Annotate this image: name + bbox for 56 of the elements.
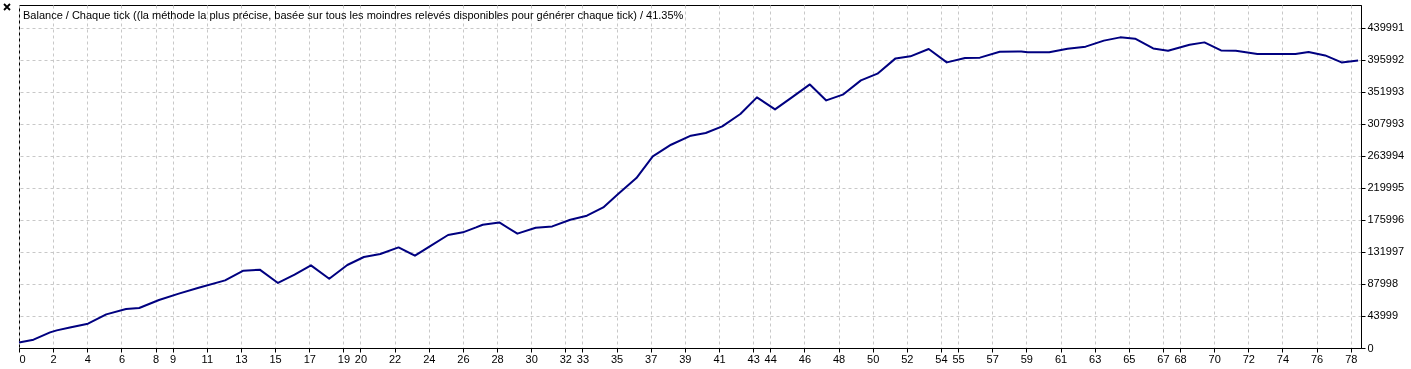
x-tick-label: 59 [1020,352,1033,365]
x-tick-label: 43 [747,352,760,365]
x-tick-label: 44 [764,352,777,365]
x-tick-label: 6 [118,352,126,365]
x-tick-label: 72 [1242,352,1255,365]
x-tick-label: 4 [84,352,91,365]
x-tick-label: 22 [389,352,402,365]
y-tick-label: 307993 [1367,117,1405,130]
y-tick-label: 0 [1367,341,1374,354]
x-tick-label: 11 [201,352,214,365]
x-tick-label: 68 [1174,352,1187,365]
y-tick-label: 131997 [1367,245,1405,258]
x-tick-label: 13 [235,352,248,365]
x-tick-label: 9 [170,352,177,365]
x-tick-label: 54 [935,352,948,365]
x-tick-label: 32 [559,352,572,365]
x-tick-label: 41 [713,352,726,365]
x-tick-label: 35 [610,352,624,365]
x-tick-label: 0 [19,352,26,365]
x-tick-label: 78 [1345,352,1358,365]
chart-title: Balance / Chaque tick ((la méthode la plus précise, basée sur tous les moindres relevés disponibles pour générer chaque tick) / 41.35% [23,9,684,21]
x-tick-label: 19 [337,352,351,365]
x-tick-label: 30 [525,352,538,365]
x-tick-label: 37 [645,352,658,365]
x-tick-label: 20 [354,352,368,365]
x-tick-label: 8 [153,352,160,365]
x-tick-label: 52 [901,352,914,365]
x-tick-label: 65 [1123,352,1136,365]
x-tick-label: 17 [303,352,316,365]
x-tick-label: 33 [576,352,590,365]
y-tick-label: 439991 [1367,21,1405,34]
x-tick-label: 15 [269,352,282,365]
y-tick-label: 351993 [1367,85,1405,98]
y-tick-label: 263994 [1367,149,1405,162]
x-tick-label: 67 [1157,352,1170,365]
x-tick-label: 74 [1276,352,1290,365]
x-tick-label: 61 [1054,352,1068,365]
x-tick-label: 24 [423,352,436,365]
x-tick-label: 76 [1310,352,1324,365]
y-tick-label: 219995 [1367,181,1405,194]
x-tick-label: 2 [50,352,57,365]
line-series [18,36,1360,344]
x-tick-label: 70 [1208,352,1221,365]
x-tick-label: 39 [679,352,692,365]
y-tick-label: 43999 [1367,309,1399,322]
x-tick-label: 63 [1089,352,1102,365]
x-tick-label: 46 [798,352,812,365]
x-tick-label: 57 [986,352,999,365]
x-tick-label: 26 [457,352,470,365]
y-tick-label: 87998 [1367,277,1399,290]
y-tick-label: 395992 [1367,53,1405,66]
x-tick-label: 50 [867,352,880,365]
x-tick-label: 48 [832,352,846,365]
x-tick-label: 28 [491,352,504,365]
x-tick-label: 55 [952,352,965,365]
y-tick-label: 175996 [1367,213,1405,226]
